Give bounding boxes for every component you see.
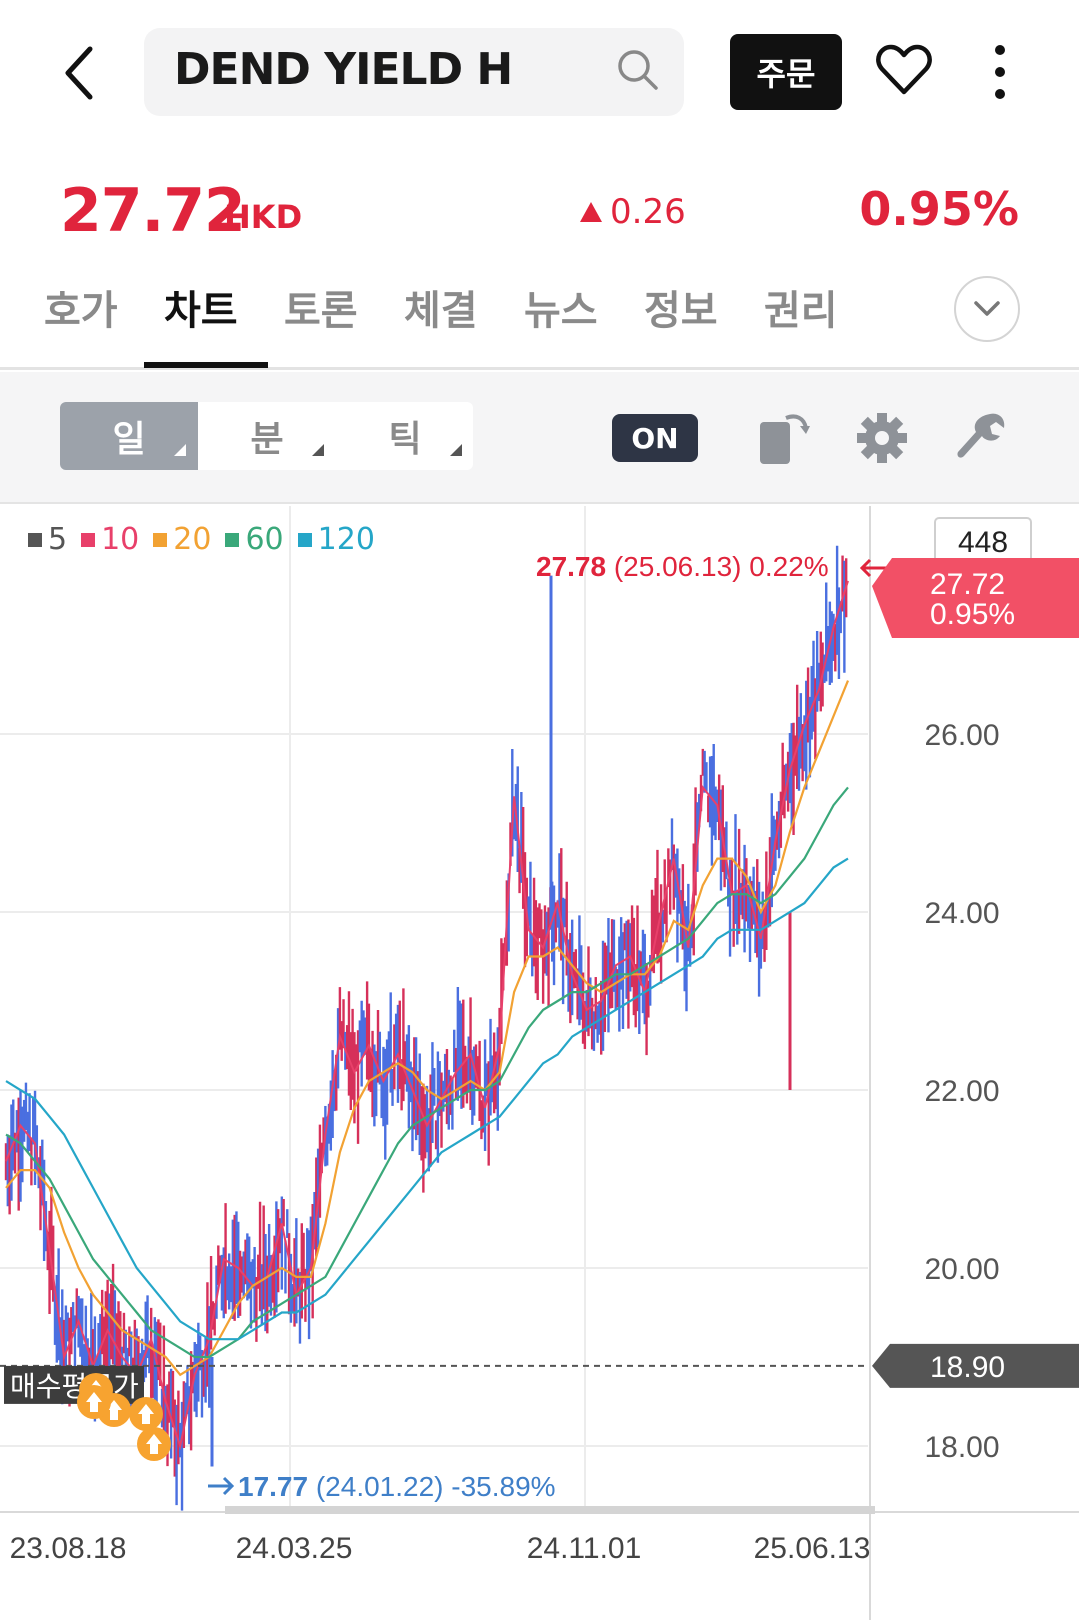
y-tick-label: 22.00 bbox=[924, 1075, 999, 1108]
tab-more-button[interactable] bbox=[954, 276, 1020, 342]
x-tick-label: 23.08.18 bbox=[10, 1532, 127, 1565]
wrench-icon[interactable] bbox=[954, 408, 1010, 472]
price-header: 27.72 HKD 0.26 0.95% bbox=[0, 170, 1079, 250]
tab-trades[interactable]: 체결 bbox=[404, 288, 478, 334]
legend-label: 5 bbox=[48, 522, 68, 557]
y-tick-label: 24.00 bbox=[924, 897, 999, 930]
tab-news[interactable]: 뉴스 bbox=[524, 288, 598, 334]
ma-legend: 5 10 20 60 120 bbox=[28, 522, 375, 557]
top-bar: DEND YIELD H 주문 bbox=[0, 0, 1079, 140]
buy-arrow-icon bbox=[146, 1434, 162, 1454]
chevron-down-icon bbox=[974, 301, 1000, 316]
x-tick-label: 24.03.25 bbox=[236, 1532, 353, 1565]
legend-swatch bbox=[297, 532, 312, 547]
y-tick-label: 20.00 bbox=[924, 1253, 999, 1286]
legend-label: 120 bbox=[317, 522, 375, 557]
low-annotation: 17.77 (24.01.22) -35.89% bbox=[238, 1471, 556, 1502]
current-price: 27.72 bbox=[60, 176, 246, 246]
more-vertical-icon[interactable] bbox=[990, 42, 1010, 106]
tab-chart[interactable]: 차트 bbox=[164, 288, 238, 334]
legend-label: 10 bbox=[101, 522, 140, 557]
price-chart[interactable]: 26.00 24.00 22.00 20.00 18.00 23.08.18 24.03.2… bbox=[0, 506, 1079, 1620]
ma20-line bbox=[5, 680, 850, 1377]
period-selector: 일 분 틱 bbox=[60, 402, 473, 470]
price-change-value: 0.26 bbox=[610, 192, 686, 232]
up-triangle-icon bbox=[580, 202, 602, 222]
low-annotation-price: 17.77 bbox=[238, 1471, 308, 1502]
y-tick-label: 26.00 bbox=[924, 719, 999, 752]
tab-discussion[interactable]: 토론 bbox=[284, 288, 358, 334]
chart-canvas: 26.00 24.00 22.00 20.00 18.00 23.08.18 24.03.2… bbox=[0, 506, 1079, 1620]
volume-box-label: 448 bbox=[958, 526, 1008, 559]
tab-info[interactable]: 정보 bbox=[644, 288, 718, 334]
high-annotation-arrow-icon bbox=[859, 558, 886, 578]
buy-arrow-icon bbox=[86, 1392, 102, 1412]
period-minute-label: 분 bbox=[250, 419, 284, 460]
tab-bar: 호가 차트 토론 체결 뉴스 정보 권리 bbox=[0, 268, 1079, 370]
legend-item-ma10: 10 bbox=[81, 522, 139, 557]
high-annotation-price: 27.78 bbox=[536, 551, 606, 582]
legend-swatch bbox=[225, 532, 240, 547]
chart-toolbar: 일 분 틱 ON bbox=[0, 372, 1079, 504]
search-input[interactable]: DEND YIELD H bbox=[144, 28, 684, 116]
low-annotation-date: (24.01.22) -35.89% bbox=[308, 1471, 556, 1502]
x-tick-label: 25.06.13 bbox=[754, 1532, 871, 1565]
ma10-line bbox=[5, 580, 849, 1450]
period-tick-label: 틱 bbox=[388, 419, 422, 460]
on-toggle[interactable]: ON bbox=[612, 414, 698, 462]
active-tab-indicator bbox=[144, 362, 268, 368]
y-tick-label: 18.00 bbox=[924, 1431, 999, 1464]
heart-icon[interactable] bbox=[876, 44, 932, 100]
period-day-label: 일 bbox=[112, 419, 146, 460]
price-change: 0.26 bbox=[580, 192, 686, 232]
period-day[interactable]: 일 bbox=[60, 402, 198, 470]
ma60-line bbox=[5, 786, 849, 1359]
legend-label: 60 bbox=[245, 522, 284, 557]
ma120-line bbox=[5, 857, 849, 1341]
legend-swatch bbox=[81, 532, 96, 547]
legend-label: 20 bbox=[173, 522, 212, 557]
legend-item-ma20: 20 bbox=[153, 522, 211, 557]
x-tick-label: 24.11.01 bbox=[527, 1532, 642, 1565]
current-price-tag-pct: 0.95% bbox=[930, 598, 1015, 631]
legend-item-ma120: 120 bbox=[297, 522, 375, 557]
buy-arrow-icon bbox=[138, 1404, 154, 1424]
period-tick[interactable]: 틱 bbox=[336, 402, 473, 470]
settings-gear-icon[interactable] bbox=[854, 408, 910, 472]
legend-swatch bbox=[28, 532, 42, 547]
avg-price-marker-label: 18.90 bbox=[930, 1351, 1005, 1384]
search-icon[interactable] bbox=[616, 48, 660, 96]
avg-price-marker bbox=[872, 1343, 1079, 1388]
price-currency: HKD bbox=[224, 198, 303, 236]
search-text: DEND YIELD H bbox=[174, 44, 513, 95]
order-button[interactable]: 주문 bbox=[730, 34, 842, 110]
legend-item-ma60: 60 bbox=[225, 522, 284, 557]
tab-rights[interactable]: 권리 bbox=[764, 288, 838, 334]
chart-scroll-bar bbox=[225, 1506, 875, 1514]
rotate-screen-icon[interactable] bbox=[756, 408, 812, 472]
legend-item-ma5: 5 bbox=[28, 522, 67, 557]
tab-orderbook[interactable]: 호가 bbox=[44, 288, 118, 334]
current-price-tag-price: 27.72 bbox=[930, 568, 1005, 601]
legend-swatch bbox=[153, 532, 168, 547]
period-minute[interactable]: 분 bbox=[198, 402, 336, 470]
current-price-tag bbox=[872, 558, 1079, 638]
back-icon[interactable] bbox=[52, 38, 108, 108]
low-annotation-arrow-icon bbox=[208, 1476, 235, 1496]
high-annotation: 27.78 (25.06.13) 0.22% bbox=[536, 551, 829, 582]
high-annotation-date: (25.06.13) 0.22% bbox=[606, 551, 829, 582]
price-change-percent: 0.95% bbox=[859, 182, 1019, 236]
